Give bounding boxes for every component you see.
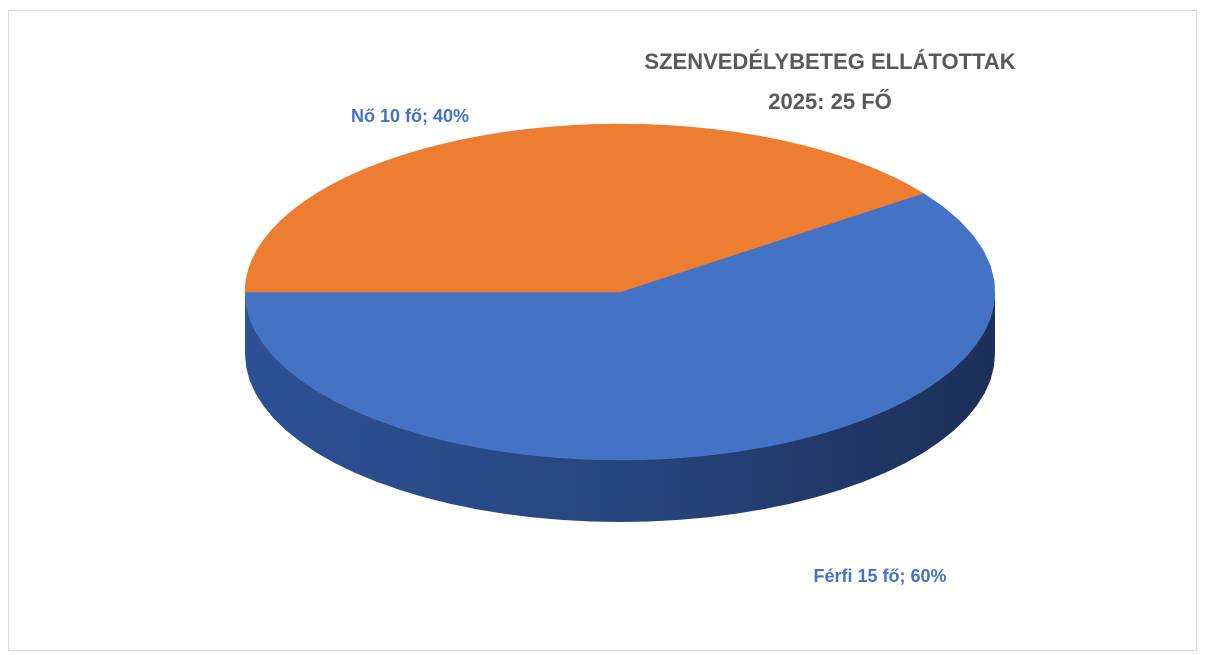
chart-title: 2025: 25 FŐ — [768, 89, 892, 114]
data-label: Nő 10 fő; 40% — [351, 106, 469, 126]
pie-side — [245, 292, 995, 522]
pie-slice — [244, 193, 996, 461]
data-label: Férfi 15 fő; 60% — [813, 566, 946, 586]
pie-slice — [244, 123, 925, 293]
pie — [244, 123, 996, 522]
chart-title: SZENVEDÉLYBETEG ELLÁTOTTAK — [644, 49, 1015, 74]
